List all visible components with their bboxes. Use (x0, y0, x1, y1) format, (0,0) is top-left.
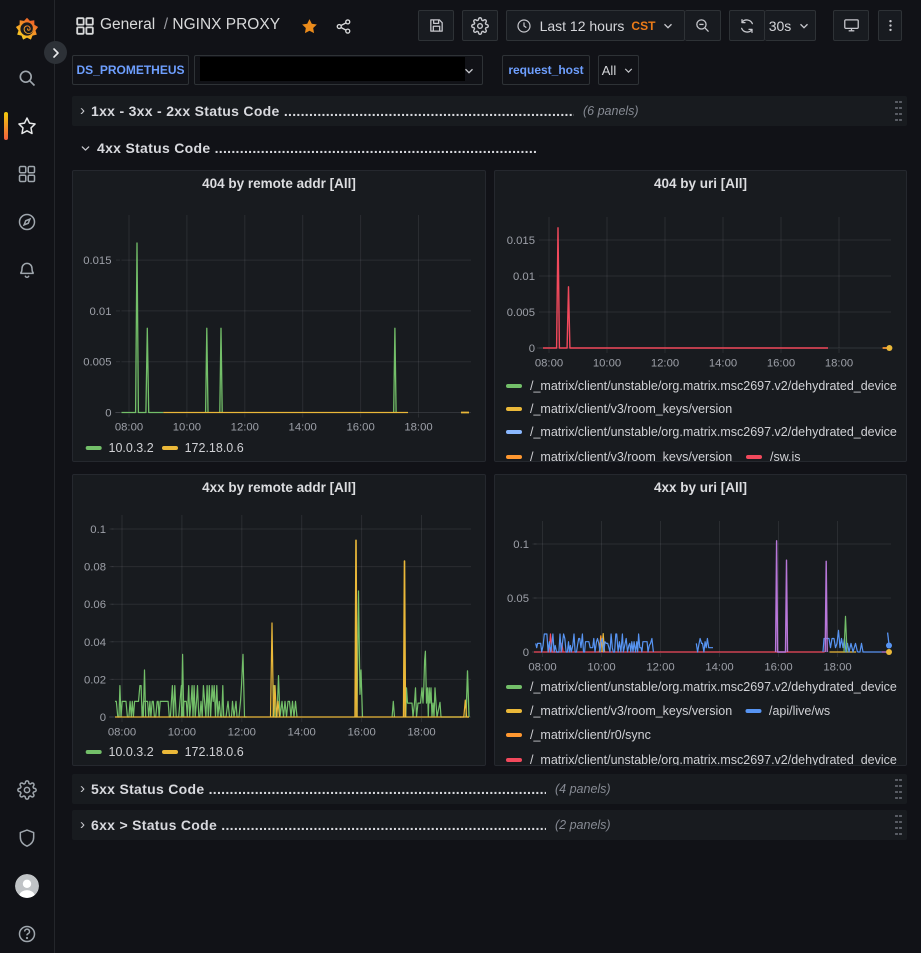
svg-text:/_matrix/client/r0/sync: /_matrix/client/r0/sync (530, 728, 651, 742)
svg-text:0.005: 0.005 (83, 357, 111, 369)
svg-text:0.01: 0.01 (90, 306, 112, 318)
svg-text:0.015: 0.015 (507, 235, 535, 247)
svg-text:14:00: 14:00 (289, 422, 317, 434)
svg-text:0.05: 0.05 (507, 593, 529, 605)
svg-text:08:00: 08:00 (528, 662, 556, 674)
svg-text:10:00: 10:00 (173, 422, 201, 434)
svg-text:0.1: 0.1 (90, 524, 106, 536)
svg-text:0.06: 0.06 (84, 599, 106, 611)
svg-text:/api/live/ws: /api/live/ws (769, 704, 830, 718)
svg-text:0: 0 (105, 408, 111, 420)
svg-text:172.18.0.6: 172.18.0.6 (185, 441, 244, 455)
svg-text:10:00: 10:00 (593, 358, 621, 370)
svg-text:/_matrix/client/v3/room_keys/v: /_matrix/client/v3/room_keys/version (530, 704, 732, 718)
svg-text:10.0.3.2: 10.0.3.2 (109, 745, 154, 759)
svg-text:0.01: 0.01 (513, 271, 535, 283)
svg-text:0: 0 (529, 343, 535, 355)
svg-text:/_matrix/client/unstable/org.m: /_matrix/client/unstable/org.matrix.msc2… (530, 379, 897, 393)
svg-text:12:00: 12:00 (651, 358, 679, 370)
svg-text:0: 0 (100, 712, 106, 724)
svg-text:16:00: 16:00 (767, 358, 795, 370)
svg-text:18:00: 18:00 (404, 422, 432, 434)
svg-text:18:00: 18:00 (823, 662, 851, 674)
svg-text:14:00: 14:00 (709, 358, 737, 370)
svg-text:12:00: 12:00 (231, 422, 259, 434)
svg-text:16:00: 16:00 (764, 662, 792, 674)
svg-text:/sw.js: /sw.js (770, 450, 801, 462)
svg-text:0.08: 0.08 (84, 562, 106, 574)
svg-text:16:00: 16:00 (346, 422, 374, 434)
svg-text:08:00: 08:00 (535, 358, 563, 370)
svg-text:/_matrix/client/v3/room_keys/v: /_matrix/client/v3/room_keys/version (530, 450, 732, 462)
svg-text:0: 0 (523, 647, 529, 659)
svg-text:14:00: 14:00 (288, 727, 316, 739)
svg-text:16:00: 16:00 (347, 727, 375, 739)
svg-text:172.18.0.6: 172.18.0.6 (185, 745, 244, 759)
svg-text:/_matrix/client/unstable/org.m: /_matrix/client/unstable/org.matrix.msc2… (530, 753, 897, 766)
svg-text:/_matrix/client/v3/room_keys/v: /_matrix/client/v3/room_keys/version (530, 402, 732, 416)
svg-text:/_matrix/client/unstable/org.m: /_matrix/client/unstable/org.matrix.msc2… (530, 425, 897, 439)
svg-text:0.1: 0.1 (513, 539, 529, 551)
svg-text:12:00: 12:00 (646, 662, 674, 674)
svg-text:0.04: 0.04 (84, 637, 106, 649)
svg-text:12:00: 12:00 (228, 727, 256, 739)
svg-text:18:00: 18:00 (825, 358, 853, 370)
svg-text:/_matrix/client/unstable/org.m: /_matrix/client/unstable/org.matrix.msc2… (530, 680, 897, 694)
svg-text:08:00: 08:00 (115, 422, 143, 434)
svg-text:10:00: 10:00 (168, 727, 196, 739)
svg-text:0.005: 0.005 (507, 307, 535, 319)
svg-text:0.015: 0.015 (83, 255, 111, 267)
svg-text:10.0.3.2: 10.0.3.2 (109, 441, 154, 455)
svg-text:08:00: 08:00 (108, 727, 136, 739)
svg-text:10:00: 10:00 (587, 662, 615, 674)
svg-text:14:00: 14:00 (705, 662, 733, 674)
svg-text:0.02: 0.02 (84, 674, 106, 686)
svg-text:18:00: 18:00 (407, 727, 435, 739)
